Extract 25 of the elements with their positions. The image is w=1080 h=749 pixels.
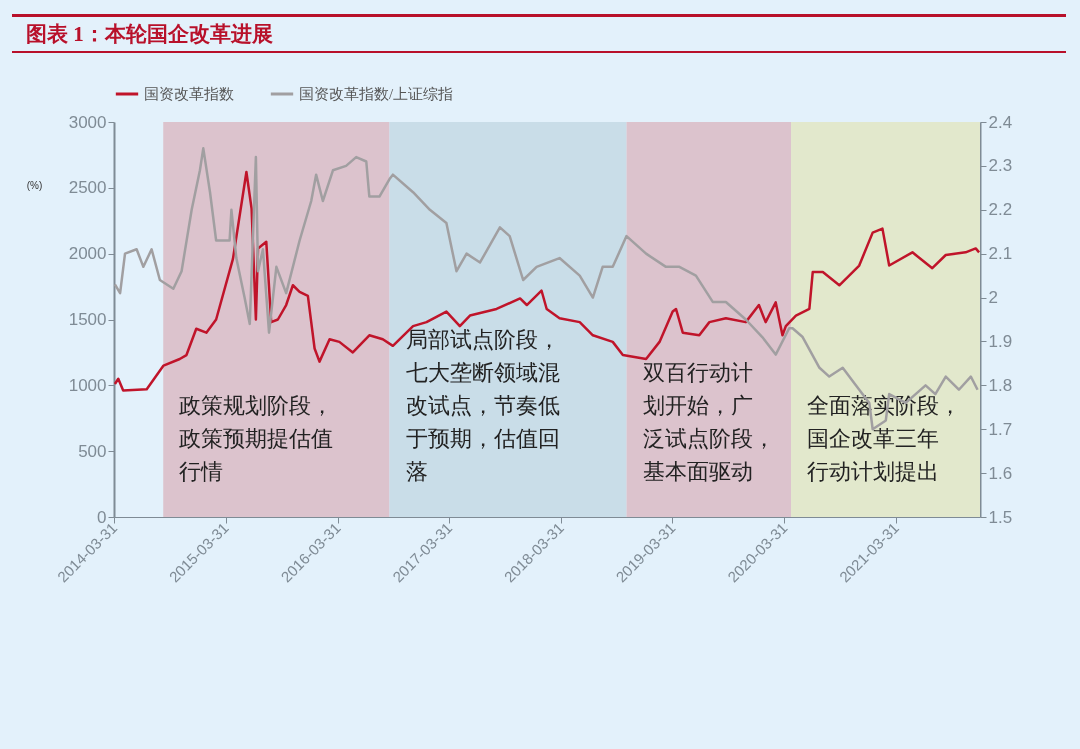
y-tick-label: 1500 xyxy=(68,310,107,329)
line-series xyxy=(113,170,981,392)
legend-label: 国资改革指数/上证综指 xyxy=(299,86,454,102)
band-label: 局部试点阶段，七大垄断领域混改试点，节奏低于预期，估值回落 xyxy=(405,327,560,484)
band-label: 政策规划阶段，政策预期提估值行情 xyxy=(179,393,334,484)
y-tick-label: 2500 xyxy=(68,178,107,198)
y2-tick-label: 1.6 xyxy=(988,463,1013,483)
y2-tick-label: 2.4 xyxy=(988,112,1013,132)
y-tick-label: 0 xyxy=(97,507,107,527)
y-tick-label: 3000 xyxy=(68,112,107,132)
y-tick-label: 2000 xyxy=(68,244,107,264)
chart-title: 图表 1：本轮国企改革进展 xyxy=(12,14,1066,53)
y2-tick-label: 2.2 xyxy=(988,200,1013,220)
y-tick-label: 1000 xyxy=(68,375,107,395)
y2-tick-label: 2.3 xyxy=(988,156,1013,176)
y2-tick-label: 2 xyxy=(988,288,998,308)
y2-tick-label: 1.5 xyxy=(988,507,1013,527)
band-label: 双百行动计划开始，广泛试点阶段，基本面驱动 xyxy=(642,360,775,484)
y-tick-label: 500 xyxy=(78,441,107,461)
y2-tick-label: 2.1 xyxy=(988,244,1013,264)
y2-tick-label: 1.8 xyxy=(988,375,1013,395)
y2-tick-label: 1.7 xyxy=(988,419,1013,439)
y2-tick-label: 1.9 xyxy=(988,331,1013,351)
y-axis-title: (%) xyxy=(26,179,43,191)
legend-label: 国资改革指数 xyxy=(144,86,234,102)
